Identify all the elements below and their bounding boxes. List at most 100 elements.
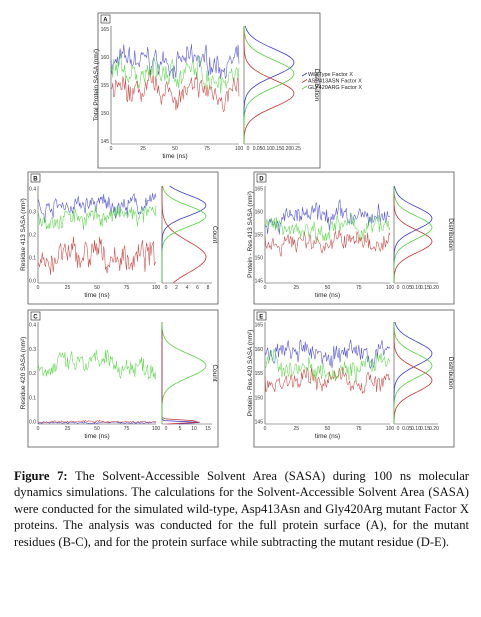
x-axis-label: time (ns): [315, 433, 340, 440]
x-tick-label: 100: [386, 426, 395, 432]
series-asp-trace: [264, 366, 391, 395]
dist-tick-label: 8: [207, 285, 210, 291]
x-tick-label: 0: [37, 426, 40, 432]
panel-label-box: [30, 173, 41, 183]
x-tick-label: 100: [152, 285, 161, 291]
x-tick-label: 50: [94, 426, 100, 432]
y-tick-label: 155: [255, 371, 264, 377]
dist-tick-label: 10: [191, 426, 197, 432]
x-tick-label: 50: [325, 426, 331, 432]
y-tick-label: 155: [255, 233, 264, 239]
panel-a: A 0 25 50 75 100 145 150 155 160 165 time (ns) Total…: [93, 12, 362, 169]
x-tick-label: 50: [172, 146, 178, 152]
dist-tick-label: 0.05: [253, 146, 263, 152]
dist-tick-label: 0.10: [411, 285, 421, 291]
dist-tick-label: 0.15: [272, 146, 282, 152]
y-tick-label: 165: [255, 187, 264, 193]
y-tick-label: 150: [255, 256, 264, 262]
caption-lead: Figure 7:: [14, 469, 68, 483]
panel-label-box: [100, 14, 111, 24]
x-tick-label: 0: [264, 426, 267, 432]
y-tick-label: 0.4: [29, 187, 36, 193]
series-gly-trace: [37, 349, 157, 380]
dist-axis-label: Distribution: [447, 218, 454, 251]
y-tick-label: 0.1: [29, 256, 36, 262]
dist-tick-label: 6: [196, 285, 199, 291]
panel-label-box: [30, 311, 41, 321]
dist-tick-label: 0.25: [291, 146, 301, 152]
caption-text: The Solvent-Accessible Solvent Area (SAS…: [14, 469, 469, 549]
dist-tick-label: 0.20: [282, 146, 292, 152]
y-tick-label: 160: [255, 210, 264, 216]
panel-label: B: [33, 176, 38, 182]
dist-gly-curve: [243, 25, 295, 144]
dist-gly-curve: [393, 321, 433, 424]
dist-gly-curve: [161, 185, 207, 283]
panel-label: C: [33, 314, 38, 320]
y-axis-label: Protein - Res.413 SASA (nm²): [247, 191, 254, 278]
y-tick-label: 160: [101, 55, 110, 61]
panel-label-box: [256, 311, 267, 321]
legend-swatch: [301, 79, 308, 83]
dist-tick-label: 0: [165, 426, 168, 432]
dist-tick-label: 5: [179, 426, 182, 432]
dist-tick-label: 0: [397, 426, 400, 432]
x-axis-label: time (ns): [84, 292, 109, 299]
dist-asp-curve: [243, 26, 295, 145]
dist-tick-label: 0: [397, 285, 400, 291]
y-tick-label: 150: [101, 111, 110, 117]
dist-axis-label: Count: [211, 226, 218, 244]
dist-tick-label: 0.20: [429, 285, 439, 291]
x-tick-label: 25: [293, 285, 299, 291]
y-tick-label: 0.2: [29, 371, 36, 377]
y-tick-label: 0.0: [29, 279, 36, 285]
y-axis-label: Total Protein SASA (nm²): [93, 49, 100, 121]
y-tick-label: 0.4: [29, 323, 36, 329]
panel-label-box: [256, 173, 267, 183]
x-axis-label: time (ns): [315, 292, 340, 299]
panel-label: E: [259, 314, 263, 320]
x-tick-label: 100: [386, 285, 395, 291]
x-tick-label: 75: [124, 426, 130, 432]
dist-asp-curve: [161, 186, 207, 284]
dist-tick-label: 0.15: [420, 426, 430, 432]
dist-gly-curve: [393, 185, 433, 283]
y-tick-label: 0.3: [29, 347, 36, 353]
dist-tick-label: 0.20: [429, 426, 439, 432]
panel-label: A: [103, 17, 108, 23]
y-tick-label: 160: [255, 347, 264, 353]
dist-tick-label: 2: [175, 285, 178, 291]
dist-tick-label: 4: [186, 285, 189, 291]
legend-swatch: [301, 85, 308, 90]
series-asp-trace: [264, 229, 391, 257]
series-gly-trace: [110, 52, 240, 94]
dist-axis-label: Count: [211, 364, 218, 382]
y-tick-label: 145: [255, 420, 264, 426]
y-tick-label: 0.2: [29, 233, 36, 239]
dist-gly-curve: [161, 321, 207, 424]
x-tick-label: 0: [264, 285, 267, 291]
x-tick-label: 100: [152, 426, 161, 432]
dist-tick-label: 0.05: [402, 285, 412, 291]
series-asp-trace: [37, 419, 157, 424]
legend-swatch: [301, 72, 308, 77]
x-tick-label: 0: [110, 146, 113, 152]
series-wild-trace: [37, 193, 157, 224]
panel-label: D: [259, 176, 264, 182]
y-tick-label: 155: [101, 83, 110, 89]
x-tick-label: 50: [325, 285, 331, 291]
x-axis-label: time (ns): [84, 433, 109, 440]
series-wild-trace: [37, 421, 156, 425]
series-asp-trace: [37, 236, 157, 275]
y-axis-label: Residue 420 SASA (nm²): [20, 337, 27, 410]
y-tick-label: 145: [101, 139, 110, 145]
dist-tick-label: 0.10: [411, 426, 421, 432]
panel-e: E 0 25 50 75 100 145 150 155 160 165 time (ns) Prote…: [247, 309, 455, 448]
panel-b: B 0 25 50 75 100 0.0 0.1 0.2 0.3 0.4 time (ns) Resid…: [20, 171, 219, 305]
x-tick-label: 75: [124, 285, 130, 291]
panel-d: D 0 25 50 75 100 145 150 155 160 165 time (ns) Prote…: [247, 171, 455, 305]
x-tick-label: 75: [204, 146, 210, 152]
